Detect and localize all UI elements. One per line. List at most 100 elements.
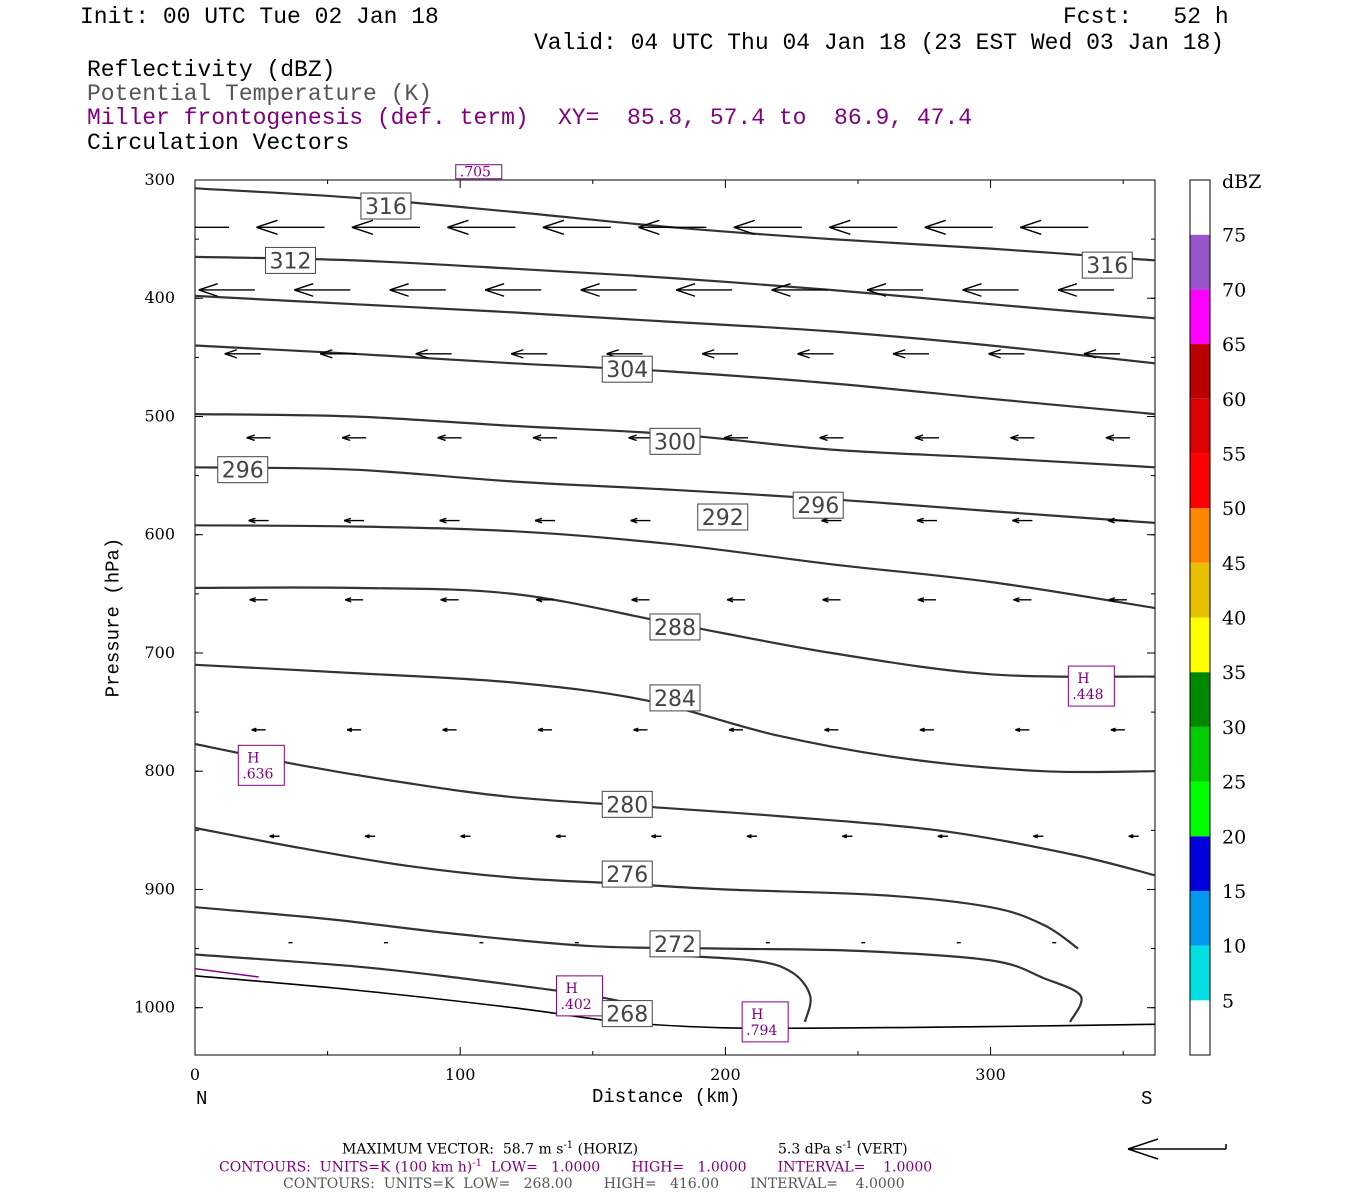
circulation-vector: [628, 434, 653, 442]
x-axis-label: Distance (km): [592, 1086, 741, 1108]
vector-head: [1012, 519, 1020, 524]
vector-head: [988, 353, 1001, 359]
circulation-vector: [346, 727, 362, 733]
colorbar-swatch: [1190, 234, 1210, 290]
circulation-vector: [1083, 349, 1120, 359]
vector-head: [822, 599, 829, 603]
vector-head: [771, 283, 791, 291]
circulation-vector: [537, 727, 553, 733]
colorbar-swatch: [1190, 672, 1210, 727]
vector-head: [1015, 729, 1021, 733]
circulation-vector: [248, 517, 269, 524]
vector-head: [962, 289, 982, 297]
colorbar-label: 65: [1222, 334, 1246, 356]
label-text: 280: [606, 793, 648, 818]
colorbar-swatch: [1190, 890, 1210, 946]
vector-head: [723, 437, 733, 442]
colorbar-label: 60: [1222, 389, 1246, 411]
vector-head: [628, 437, 637, 442]
vector-head: [919, 729, 925, 733]
vector-head: [746, 835, 752, 839]
circulation-vector: [442, 727, 457, 733]
contours-theta-info: CONTOURS: UNITS=K LOW= 268.00 HIGH= 416.…: [283, 1176, 905, 1192]
vector-head: [728, 729, 734, 733]
vector-head: [344, 599, 352, 603]
max-letter: H: [247, 750, 259, 766]
vector-head: [580, 289, 600, 297]
circulation-vector: [364, 834, 376, 839]
circulation-vector: [344, 597, 364, 603]
init-time: Init: 00 UTC Tue 02 Jan 18: [80, 4, 439, 30]
vector-head: [542, 219, 565, 228]
vector-head: [161, 227, 182, 234]
x-tick-label: 300: [975, 1065, 1006, 1084]
vector-head: [651, 835, 657, 839]
circulation-vector: [917, 597, 936, 603]
circulation-vector: [701, 349, 739, 359]
colorbar-swatch: [1190, 344, 1210, 399]
frontogenesis-max: H.794: [741, 1001, 789, 1043]
label-box: [697, 503, 749, 531]
colorbar-swatch: [1190, 1000, 1210, 1055]
circulation-vector: [1107, 517, 1128, 524]
max-box: [455, 164, 503, 180]
circulation-vector: [256, 219, 325, 235]
circulation-vector: [829, 219, 898, 235]
circulation-vector: [675, 283, 733, 297]
vector-head: [343, 519, 352, 524]
vector-head: [415, 353, 429, 359]
frontogenesis-max: H.448: [1067, 665, 1115, 707]
vector-head: [485, 283, 505, 291]
vector-head: [819, 434, 828, 439]
vector-head: [534, 517, 543, 522]
vector-head: [198, 289, 218, 297]
vector-head: [343, 517, 352, 522]
circulation-vector: [638, 219, 707, 235]
colorbar-swatch: [1190, 289, 1210, 345]
circulation-vector: [1010, 434, 1035, 442]
label-text: 316: [1086, 254, 1128, 279]
circulation-vector: [534, 517, 556, 524]
contours-frontogenesis-info: CONTOURS: UNITS=K (100 km h)-1 LOW= 1.00…: [219, 1158, 933, 1176]
vector-head: [437, 434, 446, 439]
label-box: [792, 491, 844, 519]
label-text: 312: [269, 249, 311, 274]
plot-axes: 300 400 500 600 700 800 900 1000 0 100 200 300: [134, 170, 1156, 1084]
circulation-vector: [630, 517, 651, 524]
isentrope-label-288: 288: [649, 613, 701, 641]
vector-head: [249, 599, 256, 603]
vector-head: [532, 434, 542, 439]
vector-head: [988, 349, 1001, 355]
frontogenesis-max: H.402: [556, 975, 604, 1017]
circulation-vector: [161, 226, 229, 234]
circulation-vector: [842, 834, 853, 839]
vector-head: [892, 353, 906, 359]
circulation-vector: [771, 283, 828, 297]
circulation-vector: [1108, 597, 1127, 603]
vector-head: [962, 283, 982, 291]
vector-head: [606, 349, 619, 355]
y-tick-label: 400: [144, 288, 175, 307]
circulation-vector: [631, 597, 650, 603]
circulation-vector: [440, 597, 459, 603]
vector-head: [535, 599, 543, 603]
circulation-vector: [389, 283, 446, 297]
label-text: 288: [654, 616, 696, 641]
vector-head: [1020, 219, 1042, 228]
colorbar-swatch: [1190, 781, 1210, 837]
colorbar-label: 5: [1222, 990, 1234, 1012]
circulation-vector: [726, 597, 745, 603]
vector-head: [675, 289, 696, 297]
vector-head: [389, 283, 409, 291]
vector-head: [842, 835, 848, 839]
vector-head: [914, 434, 924, 439]
circulation-vector: [866, 283, 924, 297]
vector-head: [439, 519, 447, 524]
circulation-vector: [246, 434, 271, 442]
cross-section-coordinates: XY= 85.8, 57.4 to 86.9, 47.4: [558, 105, 973, 131]
max-value: .794: [746, 1023, 777, 1039]
label-box: [601, 860, 653, 888]
vector-head: [555, 835, 561, 839]
